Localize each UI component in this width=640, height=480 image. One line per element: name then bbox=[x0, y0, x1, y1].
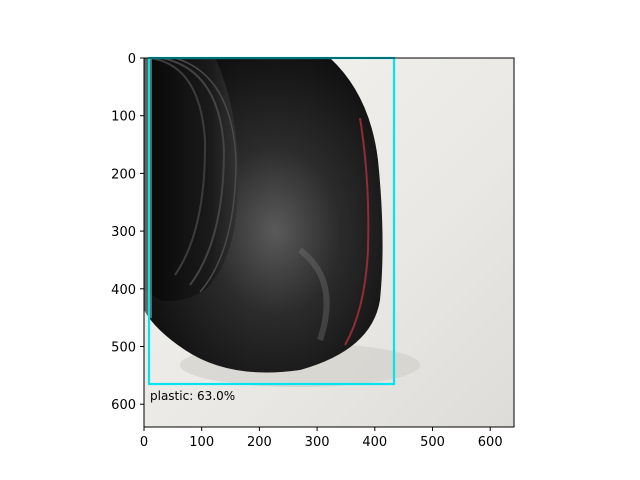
y-tick-label: 500 bbox=[111, 341, 136, 356]
x-tick-label: 0 bbox=[140, 435, 148, 450]
x-tick-label: 400 bbox=[362, 435, 387, 450]
x-tick-label: 100 bbox=[189, 435, 214, 450]
y-tick-label: 600 bbox=[111, 398, 136, 413]
x-tick-label: 200 bbox=[247, 435, 272, 450]
x-axis: 0 100 200 300 400 500 600 bbox=[140, 427, 503, 450]
x-tick-label: 600 bbox=[478, 435, 503, 450]
y-axis: 0 100 200 300 400 500 600 bbox=[111, 52, 144, 413]
y-tick-label: 300 bbox=[111, 225, 136, 240]
x-tick-label: 300 bbox=[305, 435, 330, 450]
y-tick-label: 0 bbox=[128, 52, 136, 67]
y-tick-label: 200 bbox=[111, 167, 136, 182]
y-tick-label: 100 bbox=[111, 110, 136, 125]
axes-frame bbox=[143, 57, 515, 428]
x-tick-label: 500 bbox=[420, 435, 445, 450]
detection-label: plastic: 63.0% bbox=[150, 389, 235, 403]
y-tick-label: 400 bbox=[111, 283, 136, 298]
photo bbox=[144, 58, 514, 427]
